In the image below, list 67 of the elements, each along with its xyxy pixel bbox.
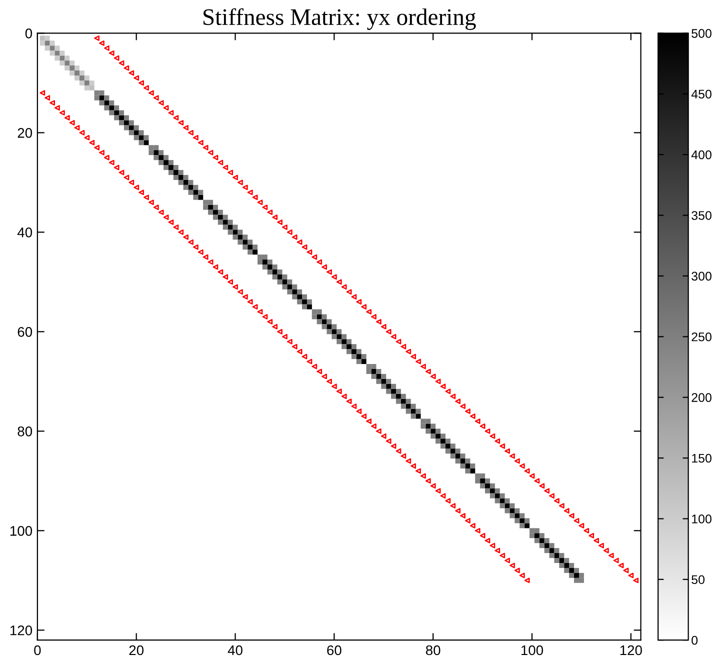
- point: [89, 85, 94, 90]
- point: [40, 36, 45, 41]
- color-bar-label: 300: [692, 272, 712, 281]
- point: [529, 528, 534, 534]
- color-bar-label: 150: [692, 454, 712, 463]
- chart-title: Stiffness Matrix: yx ordering: [204, 8, 476, 30]
- y-tick-label: 60: [18, 327, 32, 337]
- color-bar-label: 0: [692, 636, 698, 645]
- point: [70, 60, 75, 66]
- x-tick-label: 20: [129, 645, 144, 656]
- point: [50, 46, 55, 51]
- point: [64, 66, 70, 71]
- point: [54, 56, 60, 61]
- x-tick-label: 40: [228, 645, 242, 656]
- point: [79, 70, 84, 76]
- point: [578, 578, 584, 583]
- color-bar-label: 450: [691, 90, 712, 99]
- point: [64, 56, 70, 61]
- point: [74, 66, 80, 71]
- point: [44, 40, 50, 46]
- x-tick-label: 60: [327, 645, 342, 656]
- point: [84, 75, 90, 80]
- point: [70, 66, 75, 71]
- point: [84, 85, 90, 90]
- point: [60, 56, 65, 61]
- point: [50, 50, 55, 56]
- point: [60, 50, 65, 56]
- x-tick-label: 0: [34, 645, 41, 656]
- point: [44, 36, 50, 41]
- point: [54, 50, 60, 56]
- point: [89, 80, 94, 86]
- x-tick-label: 120: [620, 645, 642, 656]
- y-tick-label: 80: [18, 426, 32, 436]
- y-tick-label: 40: [17, 228, 32, 238]
- y-tick-label: 100: [10, 526, 32, 536]
- y-tick-label: 20: [18, 128, 32, 138]
- point: [70, 70, 75, 76]
- y-tick-label: 0: [25, 28, 32, 38]
- point: [257, 254, 262, 260]
- x-tick-label: 100: [521, 645, 544, 656]
- point: [79, 75, 84, 80]
- point: [40, 40, 45, 46]
- point: [50, 40, 55, 46]
- color-bar-label: 400: [691, 150, 712, 160]
- point: [74, 75, 80, 80]
- point: [312, 309, 317, 314]
- point: [60, 60, 65, 66]
- color-bar-label: 350: [692, 211, 712, 220]
- point: [44, 46, 50, 51]
- point: [79, 80, 84, 86]
- point: [148, 145, 154, 150]
- color-bar-label: 500: [692, 29, 712, 38]
- x-tick-label: 80: [426, 645, 440, 656]
- color-bar-label: 200: [692, 393, 712, 402]
- point: [94, 90, 100, 96]
- point: [64, 60, 70, 66]
- point: [74, 70, 80, 76]
- point: [420, 418, 426, 424]
- y-tick-label: 120: [10, 625, 32, 636]
- color-bar-label: 50: [692, 575, 705, 584]
- color-bar-label: 100: [692, 514, 712, 524]
- point: [84, 80, 90, 86]
- color-bar-label: 250: [692, 332, 712, 342]
- point: [475, 473, 480, 478]
- point: [366, 364, 372, 369]
- point: [203, 200, 208, 205]
- point: [54, 46, 60, 51]
